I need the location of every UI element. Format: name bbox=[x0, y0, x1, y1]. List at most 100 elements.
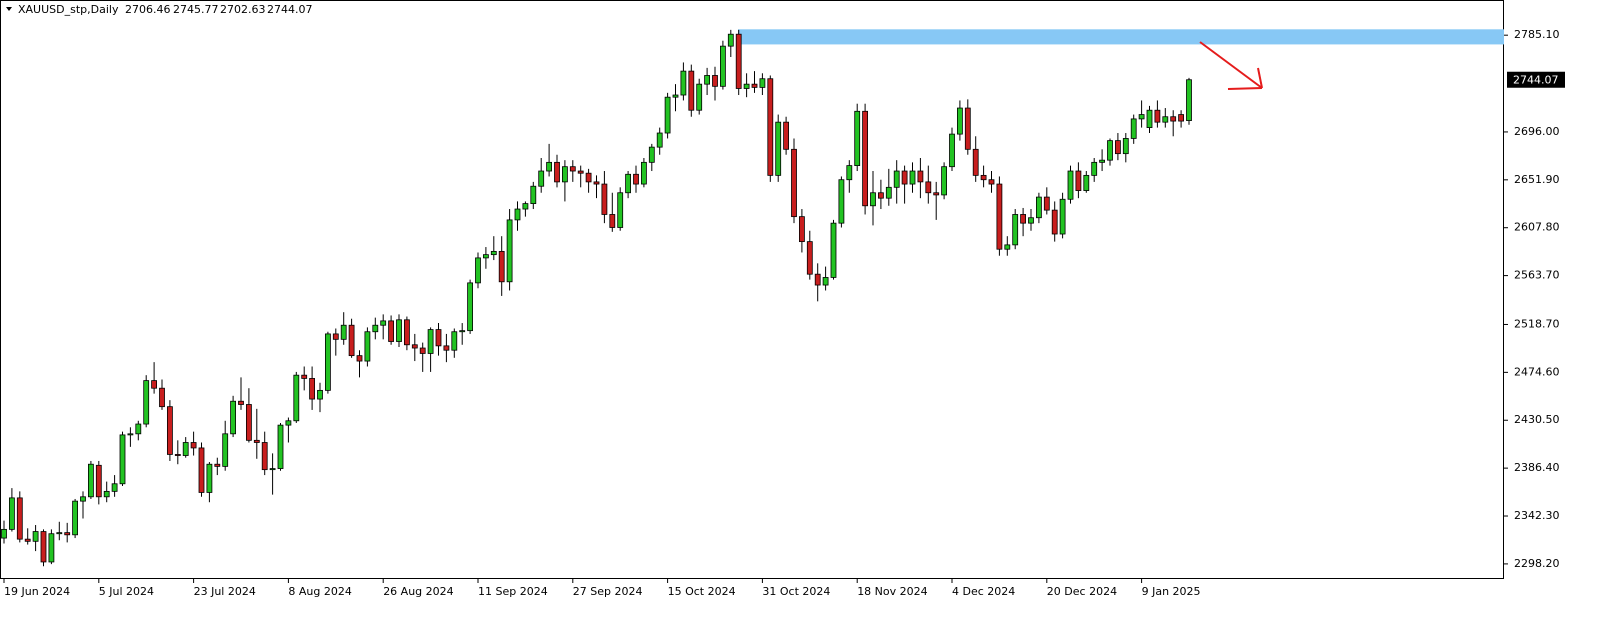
candle-body bbox=[64, 532, 71, 536]
candle-body bbox=[1051, 209, 1058, 235]
candle-body bbox=[901, 170, 908, 185]
candle-body bbox=[427, 329, 434, 354]
candle-body bbox=[166, 406, 173, 455]
header-low: 2702.63 bbox=[220, 3, 266, 16]
candle-body bbox=[435, 329, 442, 347]
candle-body bbox=[1012, 214, 1019, 246]
arrow-shaft bbox=[1199, 41, 1263, 89]
candle-body bbox=[577, 170, 584, 174]
candle-body bbox=[593, 181, 600, 185]
candle-body bbox=[799, 216, 805, 243]
candle-body bbox=[95, 464, 102, 498]
candle-body bbox=[261, 442, 268, 471]
y-tick-label: 2651.90 bbox=[1514, 173, 1560, 186]
menu-arrow bbox=[6, 7, 12, 11]
candle-body bbox=[735, 33, 742, 89]
candle-body bbox=[885, 186, 892, 199]
candle-body bbox=[917, 170, 924, 183]
candle-body bbox=[309, 378, 316, 400]
candle-body bbox=[356, 355, 363, 362]
candle-body bbox=[48, 533, 55, 563]
candle-body bbox=[364, 331, 371, 362]
candle-body bbox=[506, 219, 513, 283]
candle-body bbox=[285, 420, 292, 426]
candle-body bbox=[648, 146, 655, 163]
x-tick-label: 8 Aug 2024 bbox=[288, 585, 351, 598]
candle-body bbox=[617, 192, 624, 228]
candle-body bbox=[656, 132, 663, 148]
candle-body bbox=[419, 347, 426, 354]
candle-body bbox=[854, 110, 861, 166]
candle-body bbox=[340, 324, 347, 340]
candle-body bbox=[372, 324, 379, 333]
candle-body bbox=[862, 110, 868, 207]
candle-body bbox=[32, 531, 39, 542]
candle-layer bbox=[1, 29, 1192, 567]
candle-body bbox=[459, 330, 466, 333]
y-tick-label: 2563.70 bbox=[1514, 269, 1560, 282]
candle-body bbox=[546, 161, 552, 172]
candle-body bbox=[522, 203, 529, 210]
symbol-title: XAUUSD_stp,Daily bbox=[18, 3, 119, 16]
x-tick-label: 23 Jul 2024 bbox=[194, 585, 256, 598]
candle-body bbox=[324, 333, 331, 391]
arrow-head bbox=[1227, 87, 1263, 90]
candle-body bbox=[1099, 159, 1105, 163]
candle-body bbox=[1162, 116, 1169, 123]
candle-body bbox=[1036, 196, 1042, 219]
x-tick-label: 5 Jul 2024 bbox=[99, 585, 154, 598]
candle-body bbox=[1083, 174, 1090, 191]
candle-body bbox=[838, 179, 845, 224]
candle-body bbox=[775, 121, 782, 176]
candle-body bbox=[814, 273, 821, 286]
candle-body bbox=[712, 75, 718, 87]
candle-body bbox=[680, 70, 687, 96]
price-label-box bbox=[1507, 71, 1565, 88]
candle-body bbox=[996, 183, 1003, 250]
candle-body bbox=[1138, 114, 1145, 120]
x-tick-label: 20 Dec 2024 bbox=[1047, 585, 1117, 598]
candle-body bbox=[277, 424, 284, 469]
candle-body bbox=[103, 490, 110, 498]
candle-body bbox=[696, 83, 703, 111]
candle-body bbox=[443, 345, 450, 351]
candle-body bbox=[830, 222, 837, 278]
candle-body bbox=[941, 166, 947, 196]
candle-body bbox=[641, 161, 647, 185]
candle-body bbox=[135, 423, 142, 435]
candle-body bbox=[704, 75, 710, 85]
candle-body bbox=[1107, 140, 1113, 161]
candle-body bbox=[1154, 109, 1161, 123]
candle-body bbox=[1091, 161, 1098, 176]
candle-body bbox=[222, 433, 229, 467]
candle-body bbox=[1, 528, 7, 539]
x-tick-label: 9 Jan 2025 bbox=[1142, 585, 1201, 598]
candle-body bbox=[56, 532, 63, 535]
y-tick-label: 2430.50 bbox=[1514, 413, 1560, 426]
candle-body bbox=[893, 170, 900, 188]
y-tick-label: 2474.60 bbox=[1514, 365, 1560, 378]
candle-body bbox=[767, 78, 774, 176]
candle-body bbox=[143, 380, 150, 425]
candle-body bbox=[672, 94, 679, 98]
candle-body bbox=[601, 183, 608, 215]
candle-body bbox=[878, 192, 884, 199]
candle-body bbox=[482, 254, 489, 259]
candle-body bbox=[1059, 198, 1066, 235]
candle-body bbox=[348, 324, 355, 357]
forecast-arrow bbox=[1199, 41, 1263, 90]
candle-body bbox=[759, 78, 766, 88]
resistance-zone bbox=[738, 29, 1504, 45]
candle-body bbox=[498, 250, 505, 283]
price-label: 2744.07 bbox=[1513, 74, 1559, 87]
candle-body bbox=[664, 96, 671, 134]
candle-body bbox=[751, 83, 758, 88]
header-close: 2744.07 bbox=[267, 3, 313, 16]
y-tick-label: 2342.30 bbox=[1514, 509, 1560, 522]
candle-body bbox=[1075, 170, 1082, 191]
candle-body bbox=[720, 45, 726, 87]
candle-body bbox=[72, 500, 78, 536]
candle-body bbox=[870, 192, 876, 207]
candle-body bbox=[1130, 118, 1137, 139]
